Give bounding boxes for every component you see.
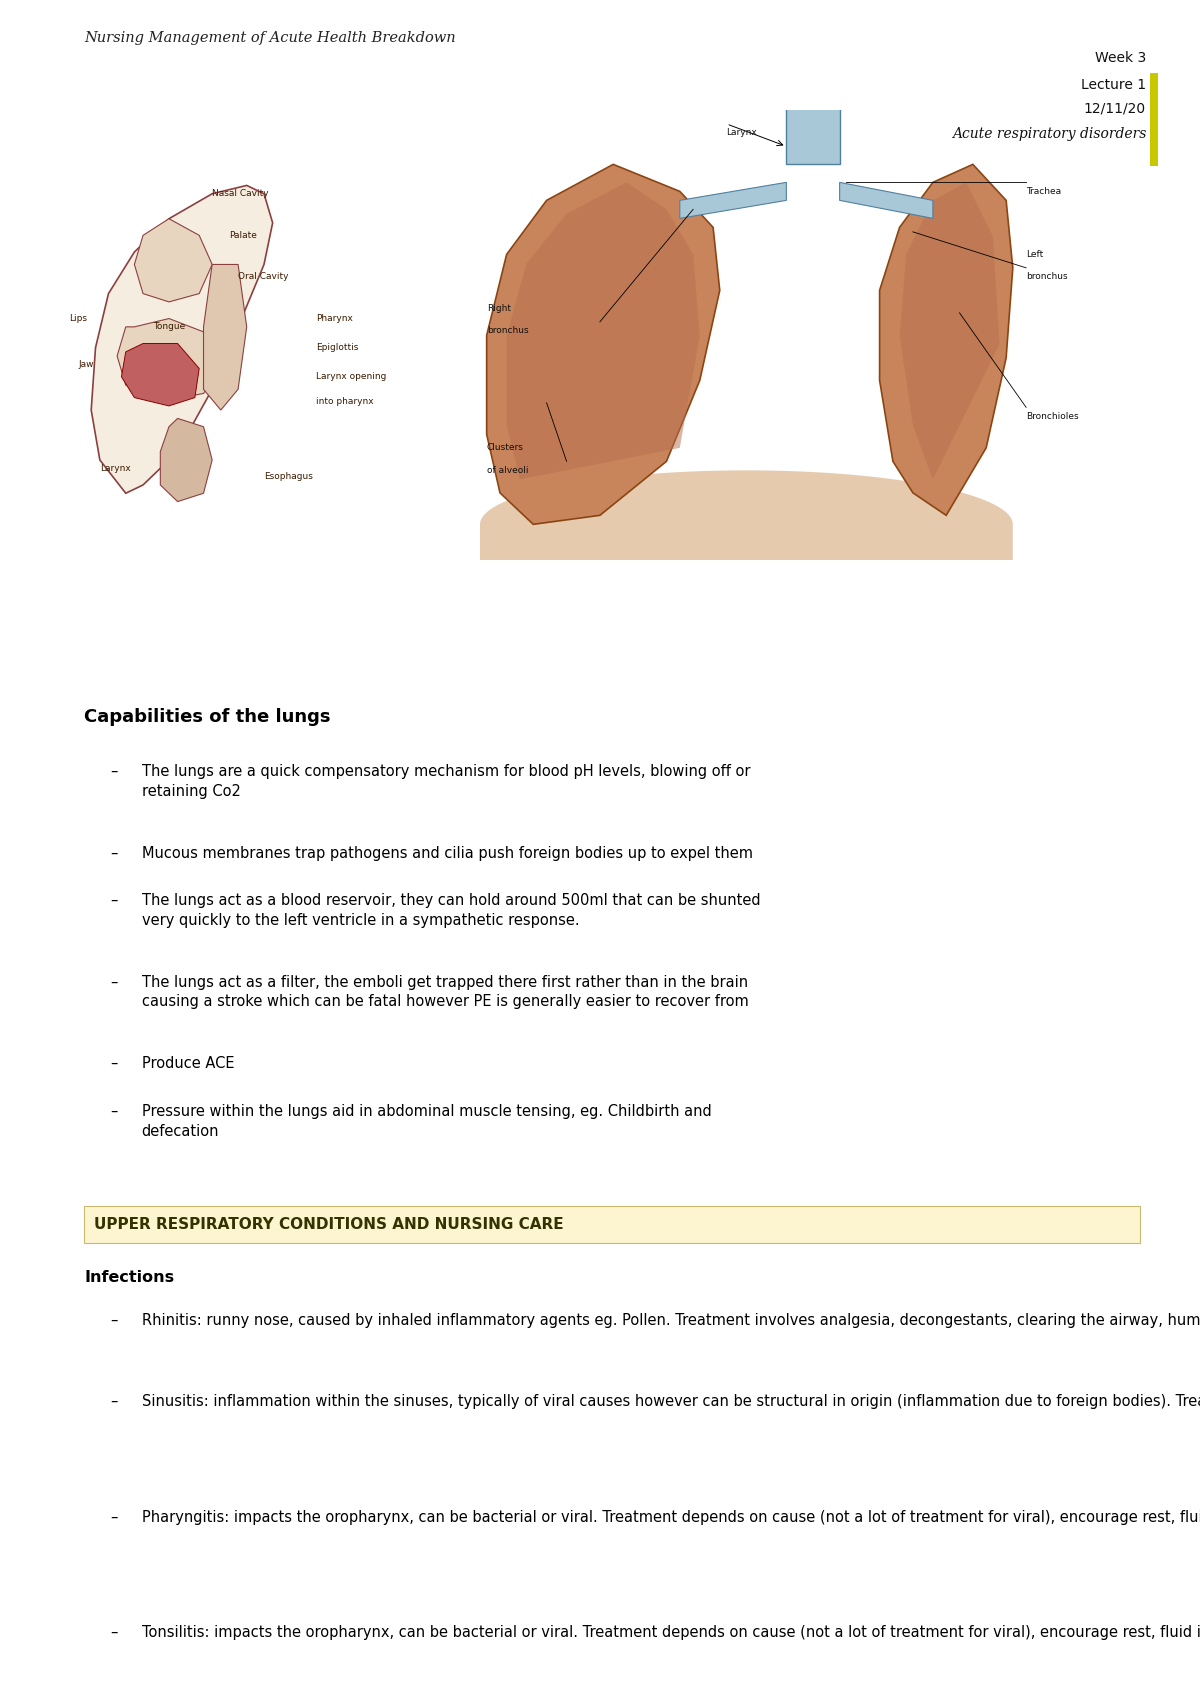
Polygon shape (840, 182, 932, 219)
Text: Larynx: Larynx (100, 464, 131, 472)
Text: –: – (110, 764, 118, 779)
Text: Nursing Management of Acute Health Breakdown: Nursing Management of Acute Health Break… (84, 31, 456, 44)
Text: –: – (110, 1056, 118, 1071)
Polygon shape (786, 88, 840, 165)
Text: Sinusitis: inflammation within the sinuses, typically of viral causes however ca: Sinusitis: inflammation within the sinus… (142, 1394, 1200, 1409)
Text: Pharyngitis: impacts the oropharynx, can be bacterial or viral. Treatment depend: Pharyngitis: impacts the oropharynx, can… (142, 1510, 1200, 1525)
Text: Lips: Lips (70, 314, 88, 323)
Bar (84, 1206, 1140, 1243)
Text: –: – (110, 893, 118, 908)
Text: Jaw: Jaw (78, 360, 94, 368)
Polygon shape (506, 182, 700, 479)
Text: UPPER RESPIRATORY CONDITIONS AND NURSING CARE: UPPER RESPIRATORY CONDITIONS AND NURSING… (94, 1217, 563, 1231)
Text: The lungs act as a blood reservoir, they can hold around 500ml that can be shunt: The lungs act as a blood reservoir, they… (142, 893, 761, 927)
Text: Tonsilitis: impacts the oropharynx, can be bacterial or viral. Treatment depends: Tonsilitis: impacts the oropharynx, can … (142, 1625, 1200, 1640)
Text: Week 3: Week 3 (1094, 51, 1146, 65)
Text: Right: Right (487, 304, 511, 312)
Text: Clusters: Clusters (487, 443, 523, 452)
Text: Bronchioles: Bronchioles (1026, 413, 1079, 421)
Polygon shape (204, 265, 247, 411)
Text: Infections: Infections (84, 1270, 174, 1285)
Bar (1150, 73, 1158, 166)
Text: Oral Cavity: Oral Cavity (238, 272, 288, 282)
Text: Larynx opening: Larynx opening (316, 372, 386, 382)
Text: Tongue: Tongue (152, 323, 185, 331)
Text: into pharynx: into pharynx (316, 397, 373, 406)
Text: 12/11/20: 12/11/20 (1084, 102, 1146, 115)
Text: Larynx: Larynx (726, 129, 757, 138)
Text: –: – (110, 1104, 118, 1119)
Polygon shape (900, 182, 1000, 479)
Text: –: – (110, 1394, 118, 1409)
Text: –: – (110, 1625, 118, 1640)
Text: The lungs act as a filter, the emboli get trapped there first rather than in the: The lungs act as a filter, the emboli ge… (142, 975, 749, 1009)
Text: –: – (110, 1313, 118, 1328)
Text: Produce ACE: Produce ACE (142, 1056, 234, 1071)
Text: Epiglottis: Epiglottis (316, 343, 359, 351)
Text: Rhinitis: runny nose, caused by inhaled inflammatory agents eg. Pollen. Treatmen: Rhinitis: runny nose, caused by inhaled … (142, 1313, 1200, 1328)
Polygon shape (487, 165, 720, 525)
Text: Pressure within the lungs aid in abdominal muscle tensing, eg. Childbirth and
de: Pressure within the lungs aid in abdomin… (142, 1104, 712, 1138)
Polygon shape (118, 319, 221, 402)
Text: Pharynx: Pharynx (316, 314, 353, 323)
Text: The lungs are a quick compensatory mechanism for blood pH levels, blowing off or: The lungs are a quick compensatory mecha… (142, 764, 750, 798)
Text: Acute respiratory disorders: Acute respiratory disorders (952, 127, 1146, 141)
Polygon shape (91, 185, 272, 492)
Text: Lecture 1: Lecture 1 (1081, 78, 1146, 92)
Polygon shape (679, 182, 786, 219)
Text: bronchus: bronchus (1026, 272, 1068, 282)
Polygon shape (134, 219, 212, 302)
Text: –: – (110, 975, 118, 990)
Text: –: – (110, 1510, 118, 1525)
Text: Trachea: Trachea (1026, 187, 1061, 195)
Text: Left: Left (1026, 250, 1043, 258)
Polygon shape (121, 343, 199, 406)
Polygon shape (161, 418, 212, 501)
Text: Nasal Cavity: Nasal Cavity (212, 188, 269, 199)
Text: –: – (110, 846, 118, 861)
Text: Capabilities of the lungs: Capabilities of the lungs (84, 708, 330, 727)
Text: of alveoli: of alveoli (487, 465, 528, 475)
Text: bronchus: bronchus (487, 326, 528, 336)
Polygon shape (880, 165, 1013, 516)
Text: Palate: Palate (229, 231, 257, 239)
Text: Esophagus: Esophagus (264, 472, 313, 481)
Text: Mucous membranes trap pathogens and cilia push foreign bodies up to expel them: Mucous membranes trap pathogens and cili… (142, 846, 752, 861)
